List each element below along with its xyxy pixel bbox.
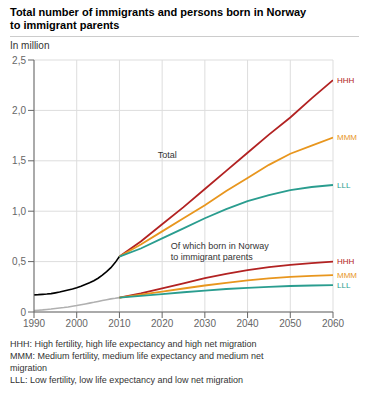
html-text:Total number of immigrants and: Total number of immigrants and persons b…	[10, 6, 307, 18]
svg-text:1,0: 1,0	[12, 206, 26, 217]
svg-text:LLL: LLL	[337, 281, 351, 290]
svg-text:2040: 2040	[236, 318, 259, 329]
svg-text:2050: 2050	[279, 318, 302, 329]
svg-text:2,0: 2,0	[12, 105, 26, 116]
html-text:LLL: Low fertility, low life e: LLL: Low fertility, low life expectancy …	[10, 375, 243, 385]
svg-text:2060: 2060	[322, 318, 345, 329]
svg-text:2000: 2000	[66, 318, 89, 329]
html-text:to immigrant parents: to immigrant parents	[10, 19, 120, 31]
svg-text:2,5: 2,5	[12, 55, 26, 66]
html-text:In million: In million	[10, 40, 50, 51]
html-text:MMM: Medium fertility, medium: MMM: Medium fertility, medium life expec…	[10, 351, 264, 361]
svg-text:1,5: 1,5	[12, 155, 26, 166]
svg-text:Of which born in Norwayto immi: Of which born in Norwayto immigrant pare…	[171, 241, 270, 262]
svg-text:0: 0	[20, 307, 26, 318]
svg-text:1990: 1990	[23, 318, 46, 329]
svg-text:MMM: MMM	[337, 133, 357, 142]
html-text:migration: migration	[10, 363, 47, 373]
svg-text:2030: 2030	[194, 318, 217, 329]
svg-text:2010: 2010	[108, 318, 131, 329]
svg-text:Total: Total	[158, 150, 177, 160]
svg-text:MMM: MMM	[337, 271, 357, 280]
svg-text:LLL: LLL	[337, 181, 351, 190]
html-text:HHH: High fertility, high life: HHH: High fertility, high life expectanc…	[10, 339, 257, 349]
svg-text:2020: 2020	[151, 318, 174, 329]
svg-text:0,5: 0,5	[12, 256, 26, 267]
svg-text:HHH: HHH	[337, 257, 355, 266]
svg-text:HHH: HHH	[337, 76, 355, 85]
